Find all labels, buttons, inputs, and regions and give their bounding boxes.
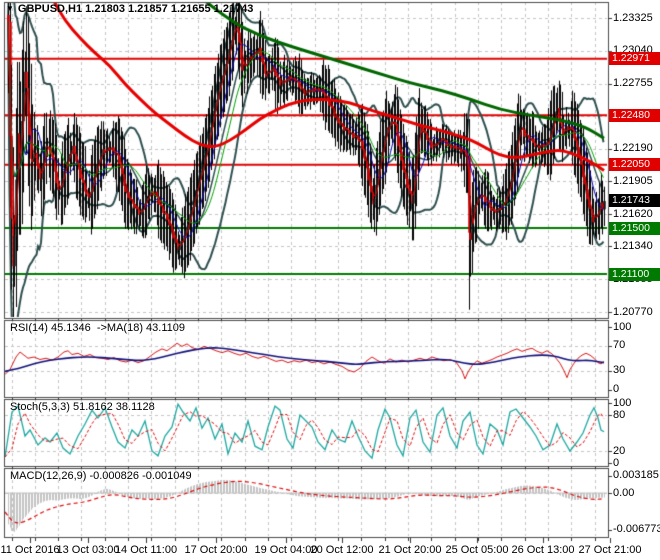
stoch-level-label: 0: [613, 456, 620, 469]
time-axis-label: 14 Oct 11:00: [114, 544, 178, 556]
time-axis[interactable]: 11 Oct 2016 13 Oct 03:00 14 Oct 11:00 17 Oc…: [0, 541, 660, 560]
symbol-dropdown-icon[interactable]: ▼: [6, 4, 14, 13]
rsi-level-label: 0: [613, 383, 620, 395]
symbol-ohlc-header: ▼ GBPUSD,H1 1.21803 1.21857 1.21655 1.217…: [6, 3, 253, 15]
time-axis-label: 27 Oct 21:00: [578, 544, 642, 556]
time-axis-label: 19 Oct 04:00: [254, 544, 318, 556]
resistance-price-badge: 1.22480: [609, 108, 660, 122]
current-price-badge: 1.21743: [609, 193, 660, 207]
support-price-badge: 1.21100: [609, 267, 660, 281]
time-axis-label: 25 Oct 05:00: [445, 544, 509, 556]
rsi-level-label: 70: [613, 339, 626, 352]
resistance-price-badge: 1.22050: [609, 158, 660, 172]
macd-level-label: 0.00: [613, 486, 635, 499]
price-axis-label: 1.22755: [613, 77, 653, 90]
macd-level-label: 0.003185: [613, 469, 659, 482]
time-axis-label: 17 Oct 20:00: [184, 544, 248, 556]
time-axis-label: 11 Oct 2016: [0, 544, 60, 556]
resistance-price-badge: 1.22971: [609, 52, 660, 66]
rsi-level-label: 30: [613, 364, 626, 377]
ohlc-high: 1.21857: [128, 3, 168, 15]
ohlc-low: 1.21655: [170, 3, 211, 15]
time-axis-label: 21 Oct 20:00: [378, 544, 442, 556]
price-axis-label: 1.20770: [613, 305, 653, 318]
ohlc-close: 1.21743: [213, 3, 254, 15]
stoch-level-label: 100: [613, 396, 632, 409]
price-axis-label: 1.21905: [613, 174, 653, 187]
stoch-level-label: 80: [613, 408, 626, 421]
rsi-level-label: 100: [613, 320, 632, 333]
symbol-timeframe-label: GBPUSD,H1: [17, 3, 83, 15]
price-axis[interactable]: 1.23325 1.23040 1.22755 1.22190 1.21905 1.216…: [608, 0, 660, 538]
macd-indicator-label: MACD(12,26,9) -0.000826 -0.001049: [10, 470, 192, 482]
support-price-badge: 1.21500: [609, 221, 660, 235]
stoch-indicator-label: Stoch(5,3,3) 51.8162 38.1128: [10, 401, 155, 413]
rsi-indicator-label: RSI(14) 45.1346 ->MA(18) 43.1109: [10, 322, 185, 334]
price-axis-label: 1.22190: [613, 142, 653, 155]
price-axis-label: 1.21340: [613, 239, 653, 252]
ohlc-open: 1.21803: [85, 3, 125, 15]
time-axis-label: 20 Oct 12:00: [310, 544, 374, 556]
stoch-level-label: 20: [613, 444, 626, 457]
price-axis-label: 1.21620: [613, 207, 653, 220]
macd-level-label: -0.006773: [613, 523, 660, 536]
price-axis-label: 1.23325: [613, 11, 653, 24]
time-axis-label: 13 Oct 03:00: [56, 544, 120, 556]
time-axis-label: 26 Oct 13:00: [511, 544, 575, 556]
